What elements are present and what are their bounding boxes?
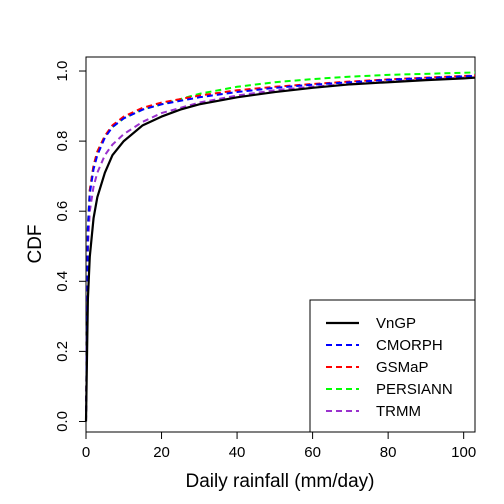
x-tick-label: 40 [229,444,246,461]
x-tick-label: 60 [304,444,321,461]
series-line-cmorph [85,74,476,422]
x-axis: 0 20 40 60 80 100 [82,432,476,461]
plot-frame [85,56,476,433]
x-tick-label: 0 [82,444,90,461]
y-axis: 0.0 0.2 0.4 0.6 0.8 1.0 [54,61,86,432]
x-tick-label: 100 [451,444,476,461]
series-layer [84,71,476,422]
y-tick-label: 0.6 [54,201,71,222]
x-axis-label: Daily rainfall (mm/day) [186,471,375,492]
y-tick-label: 1.0 [54,61,71,82]
y-tick-label: 0.8 [54,131,71,152]
y-axis-label: CDF [25,224,46,263]
x-tick-label: 80 [380,444,397,461]
legend-label: CMORPH [376,337,443,354]
legend-label: PERSIANN [376,381,453,398]
y-tick-label: 0.0 [54,411,71,432]
series-line-vngp [84,76,476,422]
legend-label: VnGP [376,315,416,332]
legend: VnGP CMORPH GSMaP PERSIANN TRMM [309,299,476,433]
series-line-gsmap [85,74,476,422]
y-tick-label: 0.4 [54,271,71,292]
y-tick-label: 0.2 [54,341,71,362]
legend-items: VnGP CMORPH GSMaP PERSIANN TRMM [326,315,453,420]
legend-label: GSMaP [376,359,429,376]
x-tick-label: 20 [153,444,170,461]
legend-label: TRMM [376,403,421,420]
